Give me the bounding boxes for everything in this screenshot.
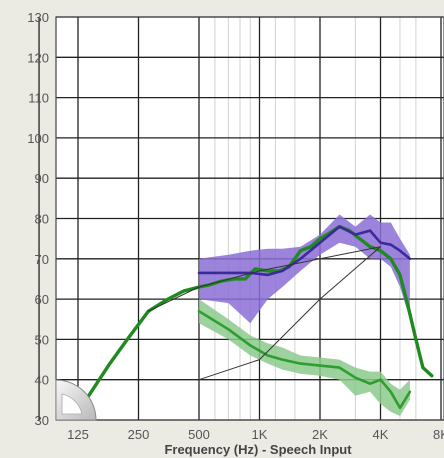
series-line-6 bbox=[147, 246, 381, 312]
x-tick-label: 4K bbox=[373, 427, 389, 442]
y-tick-label: 60 bbox=[35, 292, 49, 307]
y-tick-label: 100 bbox=[27, 131, 49, 146]
plot-border bbox=[55, 16, 444, 421]
y-tick-label: 50 bbox=[35, 332, 49, 347]
y-tick-label: 80 bbox=[35, 212, 49, 227]
x-tick-label: 8K bbox=[433, 427, 444, 442]
y-tick-label: 130 bbox=[27, 10, 49, 25]
x-tick-label: 2K bbox=[312, 427, 328, 442]
x-axis-ticks: 125 250 500 1K 2K 4K 8K bbox=[67, 427, 444, 442]
y-axis-ticks: 30 40 50 60 70 80 90 100 110 120 130 bbox=[27, 10, 49, 428]
series-lines bbox=[76, 224, 434, 414]
range-band-3 bbox=[199, 299, 410, 416]
y-tick-label: 120 bbox=[27, 50, 49, 65]
range-bands bbox=[199, 214, 410, 416]
x-tick-label: 500 bbox=[188, 427, 210, 442]
y-tick-label: 90 bbox=[35, 171, 49, 186]
y-tick-label: 110 bbox=[28, 91, 49, 106]
series-line-5 bbox=[198, 246, 381, 381]
y-tick-label: 30 bbox=[35, 413, 49, 428]
range-band-1 bbox=[199, 214, 410, 324]
corner-dial-icon[interactable] bbox=[55, 379, 97, 421]
x-tick-label: 250 bbox=[128, 427, 150, 442]
y-tick-label: 40 bbox=[35, 373, 49, 388]
series-line-4 bbox=[197, 309, 412, 410]
x-tick-label: 125 bbox=[67, 427, 89, 442]
x-axis-title: Frequency (Hz) - Speech Input bbox=[164, 442, 352, 457]
x-tick-label: 1K bbox=[252, 427, 268, 442]
y-tick-label: 70 bbox=[35, 252, 49, 267]
series-line-2 bbox=[197, 225, 412, 277]
